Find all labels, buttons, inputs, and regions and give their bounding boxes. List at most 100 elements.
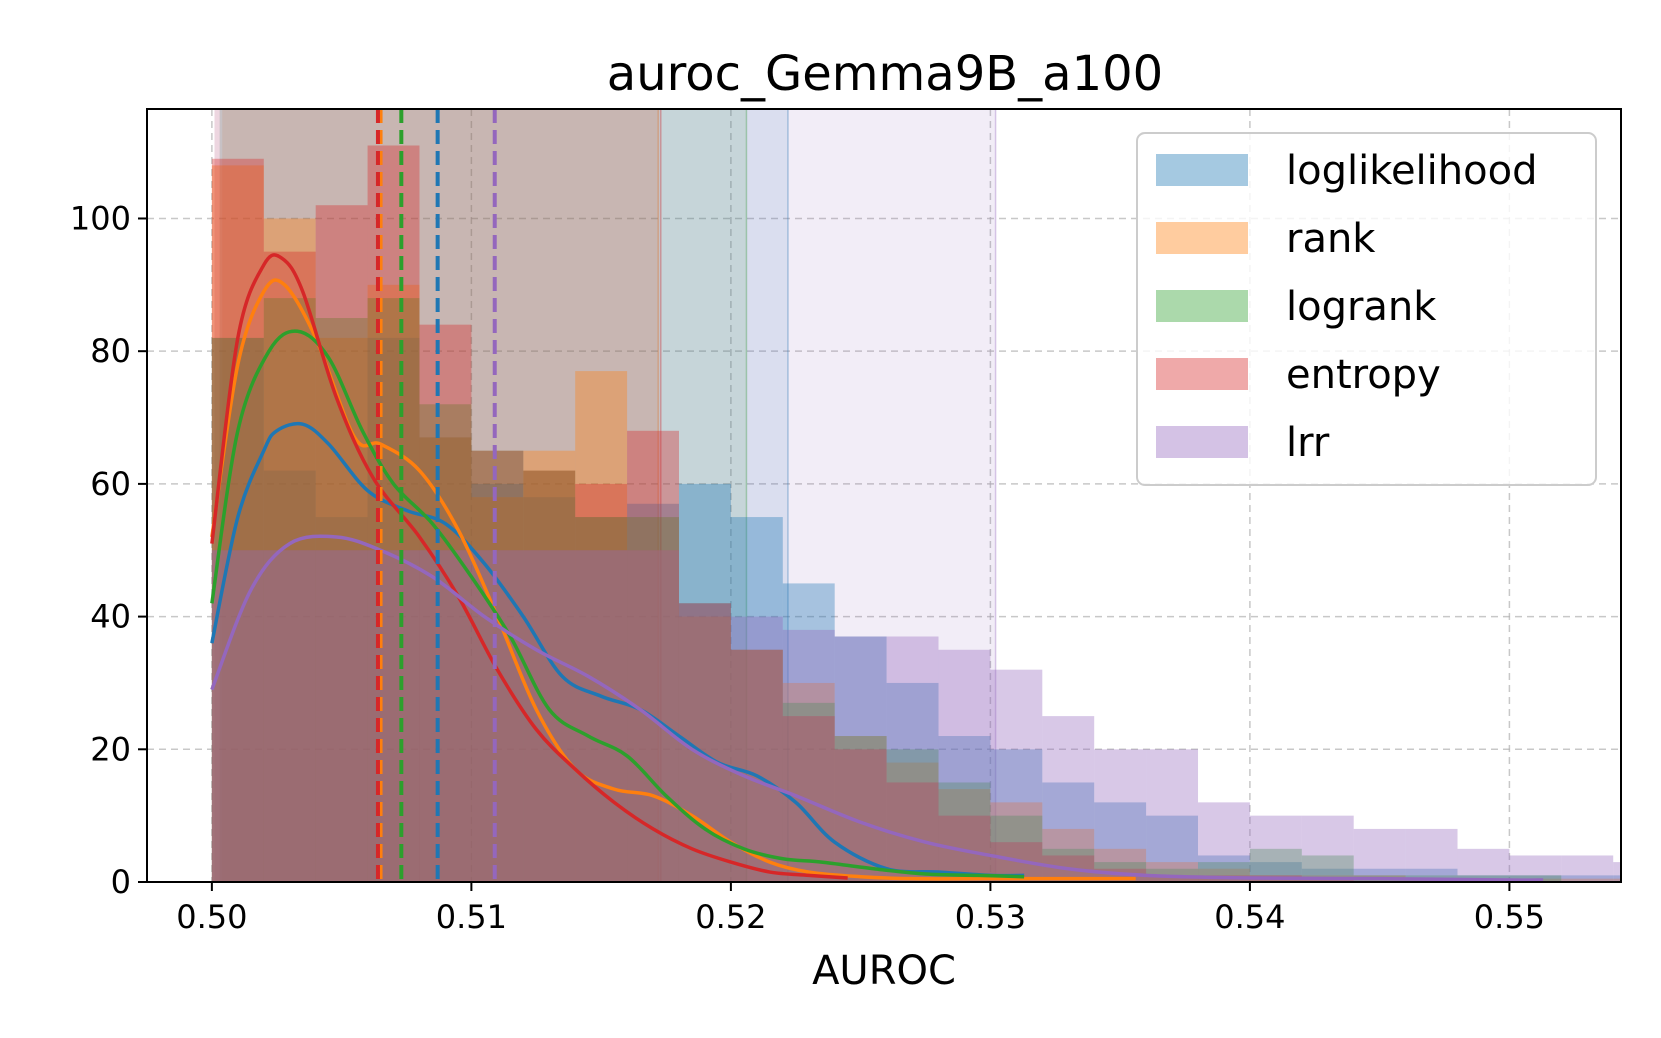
hist-bar-rank: [471, 497, 524, 882]
y-tick-label: 80: [90, 332, 131, 370]
x-axis-ticks: 0.50 0.51 0.52 0.53 0.54 0.55: [176, 882, 1545, 936]
x-tick-label: 0.55: [1474, 898, 1545, 936]
hist-bar-lrr: [1613, 862, 1621, 882]
mean-lines: [375, 109, 497, 882]
hist-bar-loglikelihood: [471, 483, 524, 882]
hist-bar-loglikelihood: [575, 517, 628, 882]
hist-bar-loglikelihood: [419, 437, 472, 882]
hist-bar-loglikelihood: [730, 517, 783, 882]
kde-curve-rank: [210, 278, 1136, 881]
hist-bar-logrank: [990, 815, 1043, 882]
hist-bar-logrank: [627, 517, 679, 882]
hist-bar-entropy: [1301, 878, 1354, 882]
hist-bar-loglikelihood: [315, 517, 368, 882]
legend-label-rank: rank: [1286, 216, 1376, 262]
hist-bar-loglikelihood: [886, 682, 939, 882]
hist-bar-lrr: [938, 649, 991, 882]
hist-bar-lrr: [886, 636, 939, 882]
hist-bar-loglikelihood: [523, 497, 576, 882]
hist-bar-lrr: [263, 550, 316, 882]
hist-bar-lrr: [1146, 749, 1199, 882]
hist-bar-lrr: [1353, 828, 1406, 882]
y-tick-label: 60: [90, 465, 131, 503]
hist-bar-rank: [419, 437, 472, 882]
y-axis-ticks: 0 20 40 60 80 100: [70, 199, 147, 901]
hist-bar-loglikelihood: [1613, 875, 1621, 882]
hist-bar-entropy: [627, 430, 679, 882]
hist-bar-rank: [990, 802, 1043, 882]
hist-bar-rank: [1613, 878, 1621, 882]
legend-label-lrr: lrr: [1286, 420, 1330, 466]
hist-bar-lrr: [1509, 855, 1562, 882]
hist-bar-loglikelihood: [1561, 875, 1614, 882]
hist-bar-rank: [1561, 878, 1614, 882]
x-tick-label: 0.52: [695, 898, 766, 936]
kde-curves: [210, 253, 1544, 882]
hist-bar-lrr: [1094, 749, 1147, 882]
hist-bar-lrr: [1405, 828, 1458, 882]
hist-bar-lrr: [1561, 855, 1614, 882]
hist-bar-lrr: [367, 550, 420, 882]
ci-band-logrank: [219, 109, 747, 882]
hist-bar-lrr: [575, 550, 628, 882]
hist-bar-rank: [315, 337, 368, 882]
legend-label-loglikelihood: loglikelihood: [1286, 148, 1537, 194]
hist-bar-loglikelihood: [1146, 815, 1199, 882]
hist-bar-lrr: [834, 636, 887, 882]
hist-bar-rank: [938, 789, 991, 882]
hist-bar-rank: [782, 682, 835, 882]
kde-curve-lrr: [210, 534, 1544, 882]
hist-bar-logrank: [938, 782, 991, 882]
ci-band-lrr: [214, 109, 996, 882]
hist-bar-lrr: [990, 669, 1043, 882]
legend-swatch-rank: [1156, 222, 1248, 254]
y-tick-label: 100: [70, 199, 131, 237]
hist-bar-rank: [1042, 828, 1095, 882]
x-tick-label: 0.50: [176, 898, 247, 936]
hist-bar-rank: [263, 218, 316, 882]
hist-bar-loglikelihood: [834, 636, 887, 882]
x-tick-label: 0.54: [1214, 898, 1285, 936]
y-tick-label: 20: [90, 730, 131, 768]
hist-bar-loglikelihood: [263, 470, 316, 882]
legend-swatch-loglikelihood: [1156, 154, 1248, 186]
hist-bar-entropy: [263, 251, 316, 882]
legend: loglikelihood rank logrank entropy lrr: [1136, 132, 1597, 486]
hist-bar-rank: [886, 762, 939, 882]
ci-band-loglikelihood: [219, 109, 788, 882]
kde-curve-loglikelihood: [210, 421, 1025, 878]
hist-bar-logrank: [730, 649, 783, 882]
kde-curve-logrank: [210, 329, 1025, 879]
kde-curve-entropy: [210, 253, 848, 880]
hist-bar-entropy: [730, 649, 783, 882]
legend-swatch-logrank: [1156, 290, 1248, 322]
hist-bar-logrank: [263, 298, 316, 882]
ci-band-rank: [222, 109, 659, 882]
plot-frame: [146, 108, 1622, 883]
hist-bar-rank: [575, 371, 628, 882]
hist-bar-lrr: [730, 616, 783, 882]
hist-bar-lrr: [1457, 848, 1510, 882]
chart-title: auroc_Gemma9B_a100: [607, 46, 1163, 102]
hist-bar-lrr: [782, 629, 835, 882]
hist-bar-lrr: [1198, 802, 1250, 882]
x-tick-label: 0.51: [436, 898, 507, 936]
x-axis-title: AUROC: [812, 948, 956, 994]
hist-bar-rank: [730, 649, 783, 882]
hist-bar-loglikelihood: [938, 736, 991, 882]
legend-swatch-lrr: [1156, 426, 1248, 458]
legend-box: [1136, 132, 1597, 486]
hist-bar-logrank: [575, 517, 628, 882]
hist-bar-lrr: [1249, 815, 1302, 882]
y-tick-label: 0: [111, 863, 131, 901]
hist-bar-lrr: [315, 550, 368, 882]
hist-bar-lrr: [523, 550, 576, 882]
hist-bar-loglikelihood: [1094, 802, 1147, 882]
legend-label-logrank: logrank: [1286, 284, 1437, 330]
legend-swatch-entropy: [1156, 358, 1248, 390]
y-tick-label: 40: [90, 598, 131, 636]
hist-bar-entropy: [1146, 875, 1199, 882]
legend-label-entropy: entropy: [1286, 352, 1441, 398]
x-tick-label: 0.53: [955, 898, 1026, 936]
